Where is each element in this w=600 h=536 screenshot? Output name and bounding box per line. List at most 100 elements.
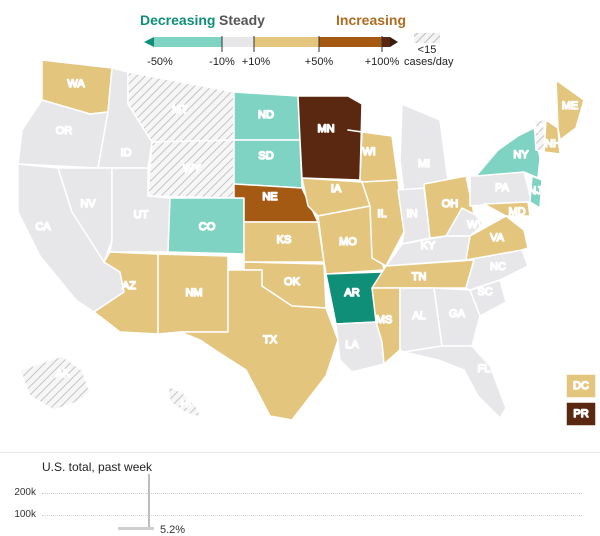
state-shape-ak (19, 355, 91, 411)
state-ak: AK (19, 355, 91, 411)
state-label-va: VA (490, 232, 505, 244)
state-nj: NJ (528, 175, 543, 209)
state-label-tn: TN (412, 271, 427, 283)
legend-tick-plus50: +50% (304, 56, 334, 68)
state-hi: HI (167, 385, 203, 419)
state-label-nh: NH (545, 138, 561, 150)
state-label-ia: IA (331, 183, 342, 195)
state-shape-nh (543, 119, 561, 155)
legend-swatch-inc-strong (319, 37, 382, 47)
state-label-in: IN (407, 208, 418, 220)
state-label-mi: MI (418, 158, 430, 170)
state-al: AL (399, 287, 443, 353)
state-tn: TN (371, 259, 475, 289)
state-ny: NY (475, 127, 541, 179)
chart-title: U.S. total, past week (42, 460, 153, 474)
legend-color-scale (144, 33, 440, 52)
state-label-co: CO (199, 221, 216, 233)
state-label-hi: HI (181, 398, 192, 410)
state-ia: IA (301, 177, 371, 217)
state-label-nd: ND (258, 109, 274, 121)
state-va: VA (465, 215, 529, 261)
state-shape-sd (233, 139, 303, 189)
state-label-az: AZ (122, 280, 136, 292)
legend-low-label: <15 cases/day (404, 44, 454, 68)
state-label-il: IL (377, 208, 386, 220)
legend-steady-label: Steady (219, 12, 265, 28)
state-la: LA (335, 321, 385, 373)
state-shape-nv (57, 167, 113, 263)
chart-gridline-200k (42, 493, 582, 494)
state-label-ak: AK (56, 368, 71, 380)
state-shape-ny (475, 127, 541, 179)
state-label-ga: GA (449, 308, 466, 320)
state-shape-nj (529, 175, 543, 209)
chart-separator (0, 452, 600, 453)
state-mo: MO (317, 205, 385, 275)
state-label-me: ME (562, 100, 579, 112)
legend-swatch-inc-max (382, 37, 390, 47)
state-md: MD (483, 201, 531, 219)
state-ga: GA (433, 287, 481, 347)
state-label-ut: UT (134, 209, 149, 221)
state-ky: KY (385, 235, 471, 267)
state-shape-wv (445, 207, 485, 237)
state-nc: NC (465, 249, 529, 291)
chart-ytick-200k: 200k (14, 487, 36, 498)
state-label-ne: NE (262, 191, 277, 203)
state-label-tx: TX (263, 334, 278, 346)
legend-swatch-inc (254, 37, 319, 47)
state-wi: WI (347, 129, 399, 191)
territory-box-pr (565, 401, 597, 427)
state-shape-ga (433, 287, 481, 347)
state-shape-hi (167, 385, 203, 419)
state-label-pa: PA (495, 182, 510, 194)
state-pa: PA (469, 171, 533, 207)
state-label-wy: WY (183, 163, 201, 175)
territory-label-pr: PR (573, 408, 588, 420)
state-label-id: ID (121, 147, 132, 159)
state-nm: NM (157, 253, 229, 335)
state-az: AZ (93, 251, 159, 335)
legend-swatch-inc-max-arrow (390, 37, 398, 47)
legend-swatch-steady (222, 37, 254, 47)
state-shape-md (483, 201, 531, 217)
state-label-ca: CA (35, 221, 51, 233)
state-ut: UT (109, 167, 171, 253)
state-label-wv: WV (467, 219, 485, 231)
legend-tick-minus50: -50% (147, 56, 173, 68)
state-label-sd: SD (258, 150, 273, 162)
chart-gridline-100k (42, 515, 582, 516)
state-label-ar: AR (344, 287, 359, 299)
state-wa: WA (41, 59, 113, 115)
state-shape-mn (297, 95, 363, 181)
state-nv: NV (57, 167, 113, 263)
state-vt: VT (533, 119, 549, 153)
state-label-fl: FL (478, 363, 491, 375)
legend-swatch-low (414, 33, 440, 43)
state-shape-mo (317, 205, 385, 275)
state-shape-tx (179, 269, 339, 421)
chart-ytick-100k: 100k (14, 509, 36, 520)
state-label-mt: MT (172, 104, 188, 116)
legend-swatch-dec-strong (144, 37, 154, 47)
state-tx: TX (179, 269, 339, 421)
state-shape-me (555, 79, 585, 141)
state-or: OR (17, 99, 109, 169)
state-shape-nc (465, 249, 529, 291)
state-label-ok: OK (284, 276, 301, 288)
territory-pr: PR (565, 401, 597, 427)
state-label-ny: NY (513, 149, 529, 161)
state-wy: WY (147, 139, 235, 199)
state-wv: WV (445, 207, 486, 237)
state-label-nv: NV (80, 198, 96, 210)
state-nh: NH (543, 119, 562, 155)
legend-increasing-label: Increasing (336, 12, 407, 28)
chart-change-label: 5.2% (160, 524, 186, 536)
legend-decreasing-label: Decreasing (140, 12, 216, 28)
us-state-map: WA OR CA ID NV MT WY UT CO AZ NM ND SD NE KS OK TX MN IA MO… (17, 59, 597, 427)
state-fl: FL (403, 345, 507, 419)
legend-tick-plus100: +100% (364, 56, 400, 68)
legend-tick-minus10: -10% (209, 56, 235, 68)
state-label-sc: SC (477, 286, 492, 298)
